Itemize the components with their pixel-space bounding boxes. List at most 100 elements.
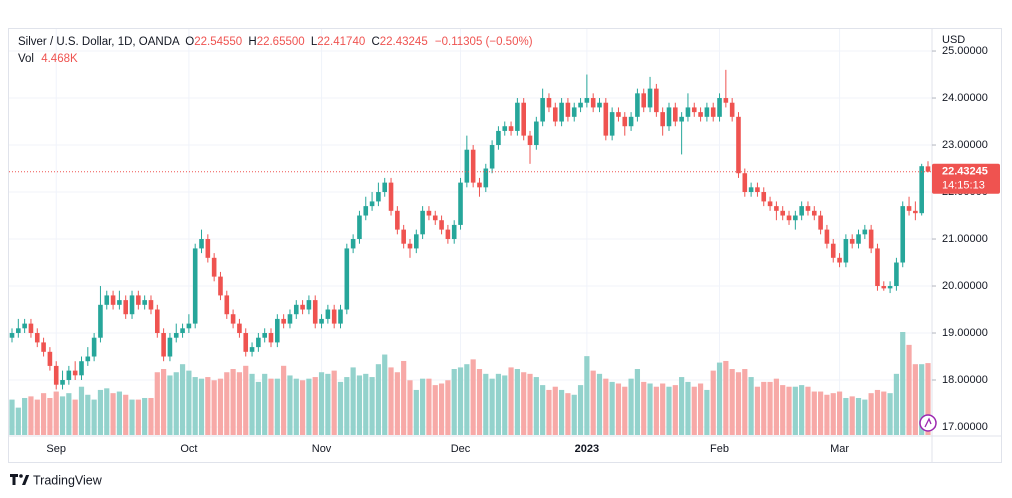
price-label: 22.43245 — [942, 166, 988, 178]
volume-bar — [691, 386, 697, 435]
candle-body — [710, 107, 716, 117]
ohlc-legend: Silver / U.S. Dollar, 1D, OANDA O22.5455… — [18, 36, 533, 48]
y-tick-label: 23.00000 — [942, 139, 988, 151]
candle-body — [723, 98, 729, 103]
candle-body — [483, 168, 489, 188]
volume-bar — [318, 372, 325, 435]
x-tick-label: Feb — [710, 443, 729, 455]
compare-glyph — [924, 417, 932, 428]
volume-bar — [53, 391, 59, 435]
volume-bar — [716, 362, 723, 435]
candle-body — [729, 102, 735, 117]
candle-body — [16, 328, 21, 334]
volume-bar — [874, 389, 881, 435]
volume-bar — [59, 396, 66, 435]
volume-bar — [198, 378, 205, 435]
countdown-label: 14:15:13 — [942, 180, 985, 192]
volume-bar — [22, 397, 28, 435]
candle-body — [799, 206, 804, 216]
candle-body — [451, 224, 457, 240]
candle-body — [382, 182, 388, 193]
candle-body — [249, 347, 255, 352]
currency-label: USD — [942, 34, 965, 46]
volume-bar — [148, 397, 154, 435]
price-label-box — [932, 163, 1000, 194]
volume-bar — [615, 383, 622, 435]
volume-bar — [596, 373, 603, 435]
brand-name[interactable]: TradingView — [33, 473, 103, 487]
candle-body — [420, 210, 425, 235]
candle-body — [426, 210, 432, 216]
close-label: C — [371, 36, 379, 48]
candle-body — [534, 121, 539, 146]
symbol: Silver / U.S. Dollar, 1D, OANDA — [18, 36, 180, 48]
candle-body — [268, 333, 274, 343]
candle-body — [856, 234, 861, 244]
candle-body — [925, 166, 931, 172]
candle-body — [654, 88, 659, 113]
volume-bar — [647, 383, 653, 435]
candle-body — [319, 318, 324, 324]
volume-bar — [123, 394, 129, 435]
candle-body — [66, 370, 72, 381]
brand-logo[interactable]: TradingView — [10, 473, 103, 487]
candle-body — [603, 102, 609, 136]
candle-body — [849, 239, 855, 244]
volume-bar — [445, 380, 451, 435]
candle-body — [275, 318, 280, 343]
volume-bar — [805, 386, 811, 435]
candle-body — [647, 88, 653, 108]
candle-body — [224, 295, 230, 315]
open-value: 22.54550 — [194, 36, 242, 48]
volume-bar — [483, 373, 489, 435]
volume-bar — [337, 381, 344, 435]
candle-body — [811, 210, 817, 216]
volume-bar — [91, 399, 97, 435]
volume-bar — [356, 375, 363, 435]
candle-body — [123, 300, 129, 315]
candle-body — [180, 328, 185, 334]
volume-bar — [533, 377, 539, 435]
volume-bar — [110, 393, 116, 435]
candle-body — [262, 333, 267, 338]
x-tick-label: Mar — [830, 443, 849, 455]
volume-bar — [268, 378, 274, 435]
candle-body — [199, 239, 204, 249]
volume-bar — [660, 383, 666, 435]
candle-body — [717, 98, 722, 117]
volume-bar — [855, 397, 862, 435]
y-tick-label: 24.00000 — [942, 92, 988, 104]
volume-bar — [236, 372, 243, 435]
volume-bar — [407, 380, 413, 435]
candle-body — [521, 102, 526, 136]
candle-body — [793, 215, 798, 221]
candle-body — [660, 112, 665, 127]
candle-body — [679, 116, 684, 122]
candle-body — [136, 295, 141, 305]
volume-bar — [394, 372, 400, 435]
volume-bar — [893, 373, 900, 435]
y-tick-label: 21.00000 — [942, 233, 988, 245]
volume-bar — [85, 394, 91, 435]
volume-bar — [761, 381, 767, 435]
volume-bar — [281, 365, 287, 435]
candle-body — [186, 323, 192, 329]
volume-bar — [211, 380, 217, 435]
volume-bar — [912, 364, 918, 435]
volume-bar — [230, 369, 236, 435]
candle-body — [458, 182, 463, 225]
volume-bar — [420, 378, 426, 435]
volume-bar — [508, 367, 514, 435]
compare-icon[interactable] — [919, 414, 937, 432]
x-tick-label: Oct — [180, 443, 197, 455]
candle-body — [104, 295, 110, 305]
candle-body — [173, 333, 179, 338]
compare-circle[interactable] — [919, 414, 937, 432]
candle-body — [110, 295, 116, 305]
volume-bar — [735, 372, 742, 435]
candle-body — [508, 126, 514, 131]
y-tick-label: 25.00000 — [942, 45, 988, 57]
candle-body — [894, 262, 899, 287]
volume-bar — [773, 378, 779, 435]
candle-body — [477, 182, 482, 188]
